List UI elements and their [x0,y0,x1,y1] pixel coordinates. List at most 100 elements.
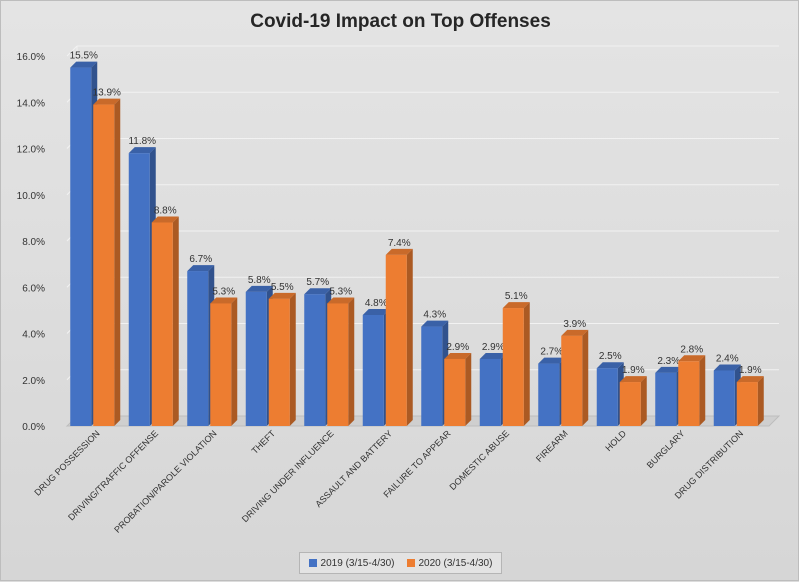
bar-front [128,153,150,426]
bar-front [385,254,407,426]
bar-top [304,288,332,295]
bar-top [561,329,589,336]
legend-label-2019: 2019 (3/15-4/30) [320,557,395,569]
bar-top [619,376,647,383]
bar-top [655,366,683,373]
bar-top [327,297,355,304]
data-label: 4.3% [423,310,446,321]
bar-top [444,352,472,359]
bar-2019 [479,352,507,426]
bar-2020 [385,248,413,426]
bar-2019 [655,366,683,426]
data-label: 6.7% [189,254,212,265]
legend-swatch-2020 [406,559,415,567]
bar-front [538,363,560,426]
data-label: 13.9% [93,88,121,99]
bar-top [736,376,764,383]
bar-front [151,222,173,426]
bar-top [245,285,273,292]
bar-side [523,302,530,426]
bar-2019 [596,362,624,426]
bar-top [362,309,390,315]
bar-front [655,372,677,426]
bar-top [385,248,413,255]
bar-side [172,216,179,426]
bar-front [187,271,209,426]
bar-2020 [678,355,706,426]
y-tick-label: 16.0% [17,52,45,63]
bar-2019 [538,357,566,426]
data-label: 5.1% [505,291,528,302]
data-label: 11.8% [128,136,156,147]
data-label: 8.8% [154,206,177,217]
bar-top [93,98,121,105]
bar-2019 [421,320,449,426]
bar-2019 [362,309,390,426]
bar-side [582,329,589,426]
data-label: 5.3% [329,286,352,297]
data-label: 2.5% [599,351,622,362]
x-tick-label: DRUG POSSESSION [32,428,101,497]
bar-top [502,302,530,309]
bar-side [640,376,647,426]
data-label: 1.9% [739,365,762,376]
bar-2019 [713,364,741,426]
chart-title: Covid-19 Impact on Top Offenses [250,11,551,32]
legend-item-2019: 2019 (3/15-4/30) [308,557,395,569]
y-tick-label: 8.0% [22,237,45,248]
bar-2019 [187,265,215,426]
bar-top [151,216,179,223]
data-label: 4.8% [365,298,388,309]
data-label: 2.3% [657,356,680,367]
bar-side [757,376,764,426]
bar-side [231,297,238,426]
bar-side [348,297,355,426]
bar-2020 [444,352,472,426]
data-label: 2.4% [716,354,739,365]
x-tick-label: DOMESTIC ABUSE [448,428,512,492]
bar-top [538,357,566,364]
bar-front [245,291,267,426]
x-tick-label: DRIVING UNDER INFLUENCE [240,428,336,524]
bar-side [289,292,296,426]
bar-2020 [561,329,589,426]
bar-2019 [245,285,273,426]
data-label: 5.8% [248,275,271,286]
y-tick-label: 12.0% [17,145,45,156]
bar-top [479,352,507,359]
bar-side [406,248,413,426]
bar-2019 [70,61,98,426]
data-label: 2.9% [482,342,505,353]
gridline-side [66,45,78,57]
y-tick-label: 10.0% [17,191,45,202]
chart-legend: 2019 (3/15-4/30) 2020 (3/15-4/30) [299,552,502,574]
bar-2019 [304,288,332,426]
x-tick-label: PROBATION/PAROLE VIOLATION [112,428,218,534]
bar-2020 [736,376,764,426]
bar-front [362,315,384,426]
bar-front [304,294,326,426]
bar-2020 [619,376,647,426]
x-tick-label: FAILURE TO APPEAR [381,428,453,500]
data-label: 15.5% [70,51,98,62]
bar-side [465,352,472,426]
data-label: 1.9% [622,365,645,376]
bar-front [596,368,618,426]
bar-front [70,67,92,426]
bar-top [187,265,215,272]
bar-top [268,292,296,299]
bar-2020 [210,297,238,426]
bar-2019 [128,147,156,426]
bar-2020 [268,292,296,426]
bar-front [502,308,524,426]
x-tick-label: HOLD [603,428,628,453]
x-tick-label: DRUG DISTRIBUTION [673,428,745,500]
y-tick-label: 0.0% [22,422,45,433]
x-tick-label: THEFT [250,428,278,456]
bar-front [268,298,290,426]
bar-top [210,297,238,304]
bar-front [619,382,641,426]
bar-top [128,147,156,154]
bar-top [713,364,741,371]
